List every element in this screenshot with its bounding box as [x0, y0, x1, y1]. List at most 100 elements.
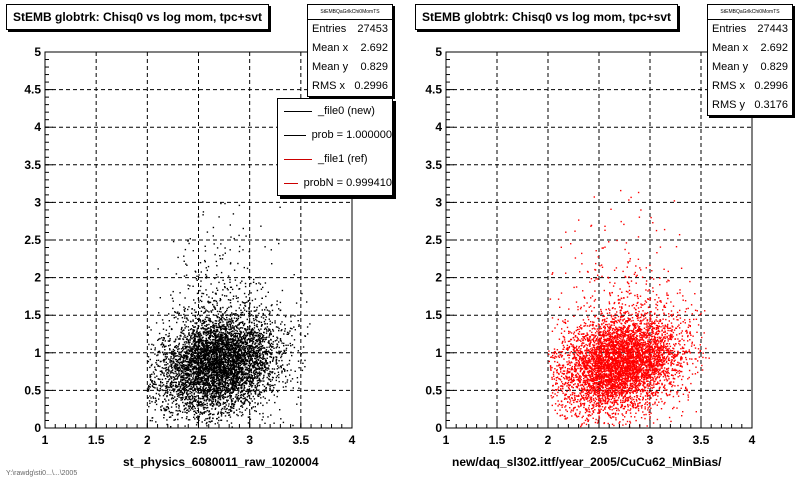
scatter-point: [167, 406, 169, 409]
scatter-point: [245, 383, 248, 385]
scatter-point: [221, 314, 223, 317]
scatter-point: [221, 361, 224, 363]
scatter-point: [195, 383, 197, 386]
scatter-point: [169, 344, 171, 346]
scatter-point: [215, 320, 218, 322]
scatter-point: [176, 363, 178, 365]
scatter-point: [212, 339, 214, 341]
scatter-point: [260, 360, 262, 363]
scatter-point: [212, 349, 215, 352]
scatter-point: [157, 378, 159, 380]
scatter-point: [230, 321, 232, 323]
scatter-point: [163, 337, 165, 339]
scatter-point: [244, 356, 247, 359]
scatter-point: [192, 371, 195, 373]
scatter-point: [194, 302, 196, 304]
scatter-point: [178, 342, 180, 345]
scatter-point: [196, 347, 198, 349]
scatter-point: [191, 358, 193, 360]
scatter-point: [200, 362, 203, 365]
scatter-point: [258, 305, 261, 307]
scatter-point: [222, 348, 224, 350]
scatter-point: [218, 317, 220, 319]
scatter-point: [196, 279, 198, 281]
scatter-point: [170, 363, 172, 365]
scatter-point: [193, 355, 196, 357]
scatter-point: [258, 367, 261, 369]
scatter-point: [165, 409, 167, 412]
scatter-point: [202, 319, 205, 322]
scatter-point: [197, 333, 199, 335]
scatter-point: [174, 346, 176, 348]
scatter-point: [212, 417, 214, 419]
scatter-point: [203, 399, 206, 402]
scatter-point: [182, 338, 184, 340]
scatter-point: [261, 369, 263, 371]
scatter-point: [225, 340, 228, 342]
scatter-point: [215, 351, 218, 353]
scatter-point: [247, 300, 249, 302]
scatter-point: [211, 395, 213, 397]
scatter-point: [257, 382, 259, 384]
scatter-point: [195, 399, 197, 401]
scatter-point: [226, 373, 228, 375]
scatter-point: [226, 365, 228, 367]
scatter-point: [205, 411, 207, 413]
scatter-point: [184, 310, 186, 312]
scatter-point: [200, 334, 202, 336]
scatter-point: [228, 328, 230, 330]
scatter-point: [166, 419, 168, 421]
scatter-point: [199, 333, 201, 335]
scatter-point: [237, 351, 239, 353]
scatter-point: [205, 394, 207, 396]
scatter-point: [150, 397, 152, 399]
scatter-point: [214, 277, 216, 280]
scatter-point: [238, 322, 241, 324]
scatter-point: [200, 370, 202, 372]
scatter-point: [246, 334, 249, 337]
scatter-point: [242, 368, 244, 371]
scatter-point: [304, 335, 306, 337]
scatter-point: [230, 344, 232, 346]
scatter-point: [227, 368, 230, 371]
scatter-point: [154, 397, 157, 399]
scatter-point: [218, 416, 220, 419]
scatter-point: [248, 365, 251, 368]
scatter-point: [271, 368, 274, 370]
scatter-point: [236, 354, 238, 357]
scatter-point: [195, 352, 198, 354]
scatter-point: [222, 381, 224, 383]
scatter-point: [188, 347, 191, 349]
scatter-point: [249, 413, 251, 415]
scatter-point: [188, 332, 190, 335]
scatter-point: [301, 292, 303, 295]
scatter-point: [173, 379, 175, 381]
scatter-point: [209, 368, 211, 370]
scatter-point: [242, 346, 244, 348]
scatter-point: [185, 368, 187, 370]
scatter-point: [166, 388, 169, 391]
scatter-point: [234, 384, 236, 387]
scatter-point: [204, 368, 206, 370]
scatter-point: [238, 362, 240, 364]
scatter-point: [268, 340, 270, 342]
scatter-point: [233, 383, 235, 385]
scatter-point: [203, 356, 205, 359]
scatter-point: [211, 326, 213, 328]
scatter-point: [160, 386, 162, 388]
scatter-point: [259, 283, 262, 285]
scatter-point: [212, 387, 214, 390]
scatter-point: [237, 352, 239, 354]
scatter-point: [226, 396, 229, 398]
scatter-point: [190, 352, 193, 355]
scatter-point: [162, 359, 164, 362]
scatter-point: [275, 358, 278, 360]
scatter-point: [208, 338, 211, 340]
scatter-point: [218, 348, 221, 350]
scatter-point: [229, 355, 231, 357]
scatter-point: [248, 250, 250, 253]
scatter-point: [218, 379, 220, 382]
scatter-point: [264, 350, 266, 353]
scatter-point: [194, 372, 196, 374]
scatter-point: [235, 386, 238, 388]
